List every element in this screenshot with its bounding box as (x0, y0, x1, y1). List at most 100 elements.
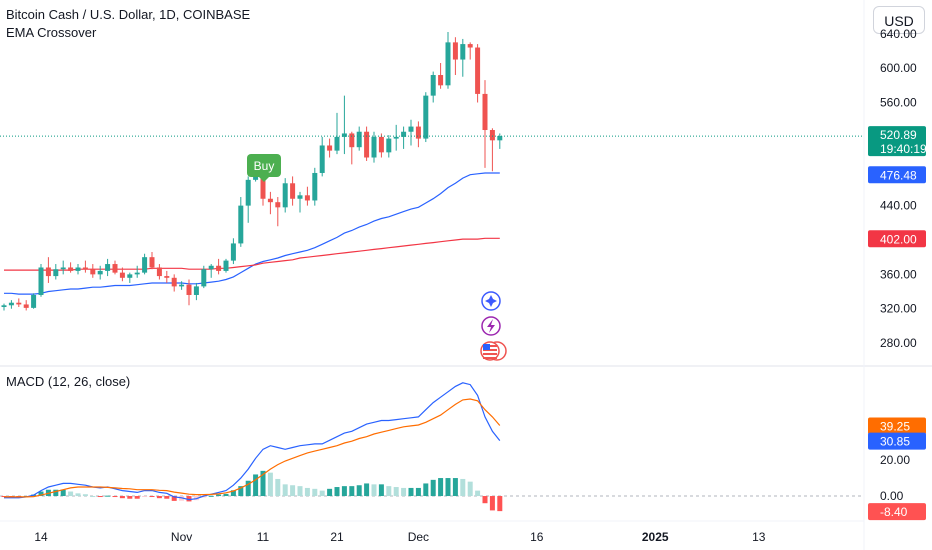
histogram-bar (452, 478, 458, 497)
candle-body (134, 272, 140, 275)
histogram-value-label-box (868, 503, 926, 521)
histogram-bar (401, 487, 407, 497)
histogram-bar (208, 495, 214, 497)
macd-line (4, 382, 501, 501)
candle-body (127, 274, 133, 278)
candle-body (1, 305, 7, 308)
rocket-event-icon[interactable] (481, 291, 501, 311)
buy-signal-badge[interactable]: Buy (247, 154, 281, 182)
histogram-bar (97, 496, 103, 498)
candle-body (341, 133, 347, 137)
price-tick-label: 640.00 (880, 27, 917, 41)
histogram-bar (415, 487, 421, 497)
last-price-label-text: 520.89 (880, 128, 917, 142)
candle-body (408, 126, 414, 132)
candle-body (378, 136, 384, 153)
histogram-bar (467, 481, 473, 497)
candle-body (105, 264, 111, 271)
histogram-bar (275, 478, 281, 497)
candle-body (8, 302, 14, 306)
histogram-bar (304, 487, 310, 497)
candle-body (467, 44, 473, 48)
candle-body (60, 267, 66, 270)
candle-body (156, 267, 162, 277)
histogram-bar (149, 496, 155, 498)
histogram-bar (475, 490, 481, 497)
time-tick-label: 16 (530, 530, 544, 544)
histogram-bar (53, 489, 59, 497)
candle-body (260, 176, 266, 199)
candle-body (23, 304, 29, 308)
candle-body (489, 130, 495, 141)
macd-value-label-text: 30.85 (880, 435, 910, 449)
histogram-bar (408, 487, 414, 497)
candle-body (68, 267, 74, 271)
histogram-bar (142, 496, 148, 498)
time-tick-label: 11 (257, 530, 270, 544)
histogram-bar (297, 486, 303, 497)
histogram-bar (156, 496, 162, 499)
candle-body (460, 44, 466, 60)
candle-body (327, 145, 333, 151)
candle-body (364, 131, 370, 158)
symbol-title: Bitcoin Cash / U.S. Dollar, 1D, COINBASE (6, 7, 251, 22)
histogram-bar (38, 491, 44, 497)
histogram-bar (238, 486, 244, 497)
lightning-event-icon[interactable] (481, 316, 501, 336)
us-flag-event-icon[interactable] (480, 341, 507, 361)
histogram-bar (438, 478, 444, 497)
candle-body (216, 265, 222, 271)
candle-body (275, 202, 281, 208)
candle-body (75, 267, 81, 271)
candle-body (371, 136, 377, 158)
histogram-bar (105, 495, 111, 497)
signal-line (4, 398, 501, 498)
histogram-bar (260, 470, 266, 497)
histogram-bar (364, 483, 370, 497)
candle-body (452, 42, 458, 60)
candle-body (208, 265, 214, 270)
macd-value-label-box (868, 432, 926, 450)
histogram-bar (386, 486, 392, 497)
histogram-bar (134, 496, 140, 499)
candle-body (319, 145, 325, 173)
price-tick-label: 560.00 (880, 96, 917, 110)
histogram-value-label-text: -8.40 (880, 505, 908, 519)
histogram-bar (186, 496, 192, 502)
currency-button[interactable]: USD (873, 6, 925, 34)
candle-body (253, 176, 259, 180)
histogram-bar (356, 485, 362, 497)
ema-slow-label-box (868, 230, 926, 248)
candle-body (245, 179, 251, 206)
buy-badge-box (247, 154, 281, 177)
signal-value-label-box (868, 417, 926, 435)
ema-slow-label-text: 402.00 (880, 232, 917, 246)
histogram-bar (482, 496, 488, 504)
candle-body (282, 183, 288, 208)
candle-body (430, 75, 436, 96)
macd-tick-label: 20.00 (880, 453, 910, 467)
candle-body (112, 264, 118, 273)
candle-body (415, 126, 421, 139)
histogram-bar (327, 488, 333, 497)
candle-body (445, 42, 451, 86)
histogram-bar (282, 484, 288, 497)
histogram-bar (445, 478, 451, 497)
histogram-bar (371, 484, 377, 497)
time-tick-label: Nov (171, 530, 192, 544)
candle-body (230, 243, 236, 261)
candle-body (53, 269, 59, 277)
histogram-bar (334, 487, 340, 497)
histogram-bar (164, 496, 170, 499)
candle-body (193, 286, 199, 295)
candle-body (356, 131, 362, 148)
macd-tick-label: 0.00 (880, 489, 904, 503)
candle-body (179, 284, 185, 287)
candle-body (16, 302, 22, 305)
histogram-bar (430, 479, 436, 497)
price-tick-label: 280.00 (880, 336, 917, 350)
candle-body (149, 257, 155, 268)
histogram-bar (119, 496, 125, 499)
